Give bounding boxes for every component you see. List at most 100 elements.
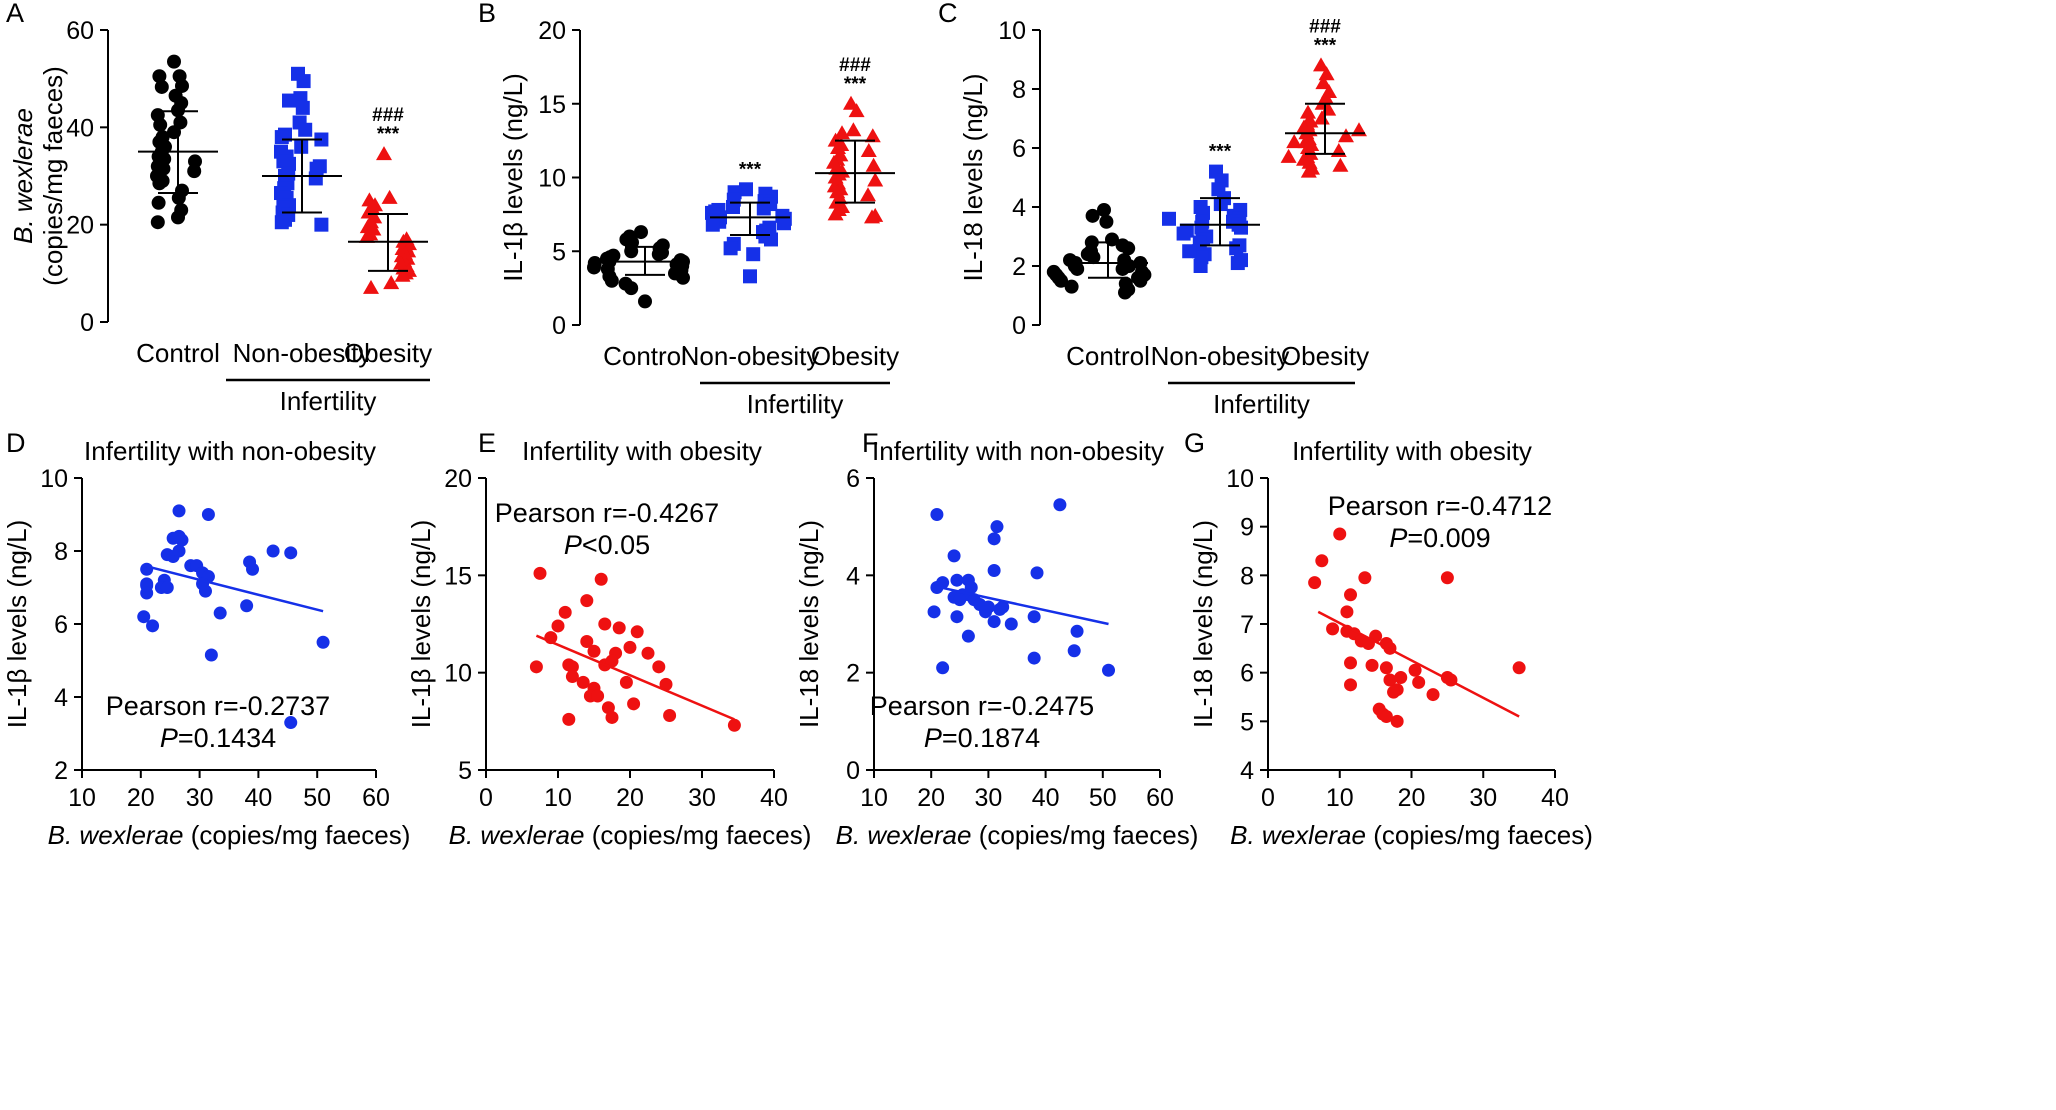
x-tick-label: 30 bbox=[186, 784, 214, 812]
data-point bbox=[950, 610, 964, 624]
x-tick-label: 50 bbox=[1089, 784, 1117, 812]
x-axis-label-italic: B. wexlerae bbox=[48, 820, 184, 850]
y-tick-label: 0 bbox=[1012, 312, 1026, 340]
p-value-number: =0.1434 bbox=[178, 723, 276, 753]
data-point bbox=[394, 267, 411, 282]
data-point bbox=[930, 508, 944, 521]
data-point bbox=[1408, 663, 1422, 677]
regression-line bbox=[535, 634, 735, 721]
y-tick-label: 20 bbox=[66, 212, 94, 240]
p-value: P=0.1874 bbox=[924, 723, 1040, 753]
y-tick-label: 15 bbox=[444, 562, 472, 590]
data-point bbox=[1030, 566, 1044, 580]
data-point bbox=[565, 660, 579, 674]
panel-a: A 0 20 40 60 B. wexlerae(copies/mg faeces) Con… bbox=[6, 0, 432, 416]
data-point bbox=[1162, 211, 1176, 226]
data-point bbox=[316, 635, 330, 649]
data-point bbox=[1067, 644, 1081, 658]
category-label: Obesity bbox=[344, 338, 432, 368]
x-tick-label: 0 bbox=[1261, 784, 1275, 812]
x-axis-label-unit: (copies/mg faeces) bbox=[584, 820, 811, 850]
category-label: Control bbox=[603, 341, 687, 371]
p-value-symbol: P bbox=[924, 723, 942, 753]
data-point bbox=[1121, 241, 1136, 256]
data-point bbox=[1070, 261, 1085, 276]
data-point bbox=[1004, 617, 1018, 631]
category-label: Non-obesity bbox=[233, 338, 372, 368]
x-tick-label: 60 bbox=[1146, 784, 1174, 812]
data-point bbox=[137, 610, 151, 624]
data-point bbox=[153, 117, 168, 132]
panel-letter: A bbox=[6, 0, 24, 28]
data-point bbox=[246, 562, 260, 576]
regression-line bbox=[933, 584, 1109, 626]
data-point bbox=[651, 247, 666, 262]
data-point bbox=[1333, 527, 1347, 541]
data-point bbox=[1118, 285, 1132, 300]
points bbox=[927, 498, 1116, 677]
series-control bbox=[587, 225, 690, 309]
p-value: P=0.009 bbox=[1389, 523, 1490, 553]
data-point bbox=[1332, 157, 1349, 172]
y-tick-label: 60 bbox=[66, 17, 94, 45]
x-axis-label: B. wexlerae (copies/mg faeces) bbox=[1230, 820, 1593, 850]
x-axis-label: B. wexlerae (copies/mg faeces) bbox=[449, 820, 812, 850]
panel-letter: C bbox=[938, 0, 958, 28]
x-axis-label-unit: (copies/mg faeces) bbox=[183, 820, 410, 850]
data-point bbox=[1182, 244, 1197, 259]
data-point bbox=[777, 216, 791, 231]
data-point bbox=[624, 281, 639, 296]
y-axis-label: IL-1β levels (ng/L) bbox=[406, 520, 436, 729]
data-point bbox=[565, 670, 579, 684]
y-tick-label: 40 bbox=[66, 114, 94, 142]
y-axis-label: IL-18 levels (ng/L) bbox=[794, 520, 824, 728]
series-control bbox=[138, 54, 218, 230]
y-tick-label: 7 bbox=[1240, 611, 1254, 639]
data-point bbox=[950, 573, 964, 587]
data-point bbox=[1387, 685, 1401, 699]
x-axis-label-unit: (copies/mg faeces) bbox=[971, 820, 1198, 850]
data-point bbox=[580, 594, 594, 608]
x-tick-label: 20 bbox=[1398, 784, 1426, 812]
group-label: Infertility bbox=[280, 386, 377, 416]
data-point bbox=[1102, 663, 1116, 677]
y-tick-label: 2 bbox=[1012, 253, 1026, 281]
y-tick-label: 5 bbox=[552, 238, 566, 266]
data-point bbox=[1070, 624, 1084, 638]
group-label: Infertility bbox=[1213, 389, 1310, 419]
p-value-symbol: P bbox=[160, 723, 178, 753]
data-point bbox=[1338, 128, 1354, 143]
data-point bbox=[1365, 658, 1379, 672]
data-point bbox=[1379, 709, 1393, 723]
data-point bbox=[1300, 104, 1316, 119]
data-point bbox=[605, 710, 619, 724]
data-point bbox=[359, 228, 375, 243]
panel-letter: D bbox=[6, 428, 26, 458]
data-point bbox=[1286, 134, 1303, 149]
data-point bbox=[676, 270, 690, 285]
data-point bbox=[987, 615, 1001, 629]
category-label: Obesity bbox=[811, 341, 899, 371]
y-tick-label: 9 bbox=[1240, 514, 1254, 542]
data-point bbox=[756, 201, 771, 216]
p-value-number: =0.1874 bbox=[942, 723, 1040, 753]
y-tick-label: 5 bbox=[458, 757, 472, 785]
panel-e: E Infertility with obesity 5 10 15 20 0 10 20 30 4… bbox=[406, 428, 811, 850]
data-point bbox=[198, 584, 212, 598]
panel-letter: B bbox=[478, 0, 496, 28]
data-point bbox=[172, 504, 186, 518]
panel-letter: G bbox=[1184, 428, 1205, 458]
data-point bbox=[1234, 220, 1248, 235]
data-point bbox=[562, 712, 576, 726]
x-tick-label: 30 bbox=[688, 784, 716, 812]
y-tick-label: 0 bbox=[552, 312, 566, 340]
data-point bbox=[845, 122, 862, 137]
data-point bbox=[284, 546, 298, 560]
group-label: Infertility bbox=[747, 389, 844, 419]
data-point bbox=[1099, 214, 1114, 229]
data-point bbox=[1308, 576, 1322, 590]
data-point bbox=[641, 646, 655, 660]
data-point bbox=[587, 644, 601, 658]
x-tick-label: 40 bbox=[1032, 784, 1060, 812]
data-point bbox=[864, 128, 881, 143]
